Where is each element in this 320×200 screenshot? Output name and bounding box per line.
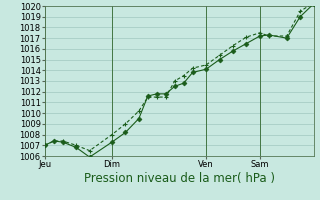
X-axis label: Pression niveau de la mer( hPa ): Pression niveau de la mer( hPa ) [84,172,275,185]
